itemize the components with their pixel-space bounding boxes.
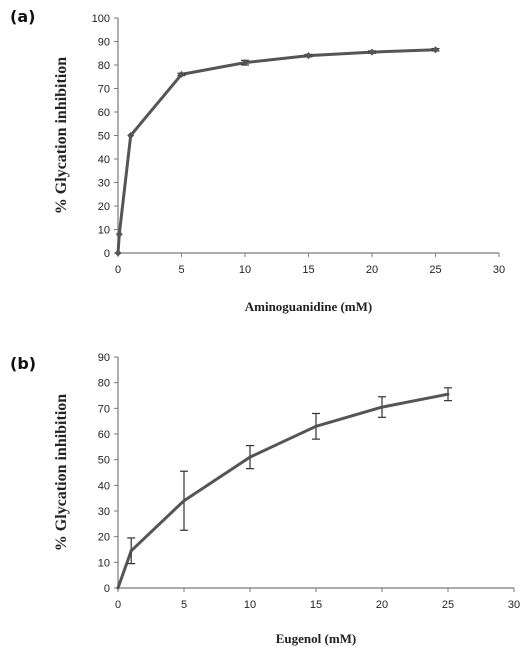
data-point [314,424,318,428]
y-tick-label: 80 [98,60,110,72]
y-tick-label: 90 [98,37,110,49]
panel-label: (b) [10,354,36,373]
y-tick-label: 90 [98,352,110,364]
y-tick-label: 60 [98,107,110,119]
data-point [115,230,123,238]
data-point [114,249,122,257]
chart-panel-a: (a) 0 10 20 30 40 50 60 70 80 90 100 0 5 10 15 20 25 30 Ami… [10,7,505,314]
chart-panel-b: (b) 0 10 20 30 40 50 60 70 80 90 0 5 10 15 20 25 30 Eugeno… [10,352,520,646]
data-point [432,46,439,54]
y-axis-title: % Glycation inhibition [53,394,70,551]
data-point [127,132,135,139]
y-tick-label: 60 [98,429,110,441]
x-tick-label: 5 [178,264,184,276]
data-point [182,499,186,503]
data-point [305,52,312,60]
x-tick-label: 0 [115,264,121,276]
x-tick-label: 5 [181,599,187,611]
y-tick-label: 80 [98,378,110,390]
series-line [116,392,449,589]
y-tick-label: 30 [98,506,110,518]
data-point [368,48,376,56]
data-point [178,70,185,78]
y-tick-label: 50 [98,455,110,467]
x-tick-label: 30 [508,599,520,611]
data-point [248,455,252,459]
y-tick-label: 20 [98,532,110,544]
y-tick-label: 70 [98,403,110,415]
x-tick-label: 10 [239,264,251,276]
y-tick-label: 0 [104,583,110,595]
y-axis-title: % Glycation inhibition [53,57,70,214]
y-tick-label: 0 [104,248,110,260]
data-point [241,59,249,67]
x-tick-label: 0 [115,599,121,611]
x-axis-title: Aminoguanidine (mM) [245,299,372,314]
x-tick-label: 25 [442,599,454,611]
y-tick-label: 30 [98,178,110,190]
series-line [116,48,436,254]
data-point [129,549,133,553]
y-tick-label: 10 [98,557,110,569]
x-tick-label: 25 [429,264,441,276]
y-tick-label: 10 [98,225,110,237]
x-tick-label: 20 [366,264,378,276]
x-tick-label: 15 [310,599,322,611]
x-axis-title: Eugenol (mM) [276,631,357,646]
x-tick-label: 30 [493,264,505,276]
y-tick-label: 40 [98,154,110,166]
y-tick-label: 70 [98,84,110,96]
data-point [446,392,450,396]
y-tick-label: 20 [98,201,110,213]
panel-label: (a) [10,7,35,26]
data-point [116,586,120,590]
data-point [380,405,384,409]
y-tick-label: 100 [92,13,110,25]
x-tick-label: 20 [376,599,388,611]
x-tick-label: 15 [302,264,314,276]
y-tick-label: 50 [98,131,110,143]
x-tick-label: 10 [244,599,256,611]
y-tick-label: 40 [98,480,110,492]
